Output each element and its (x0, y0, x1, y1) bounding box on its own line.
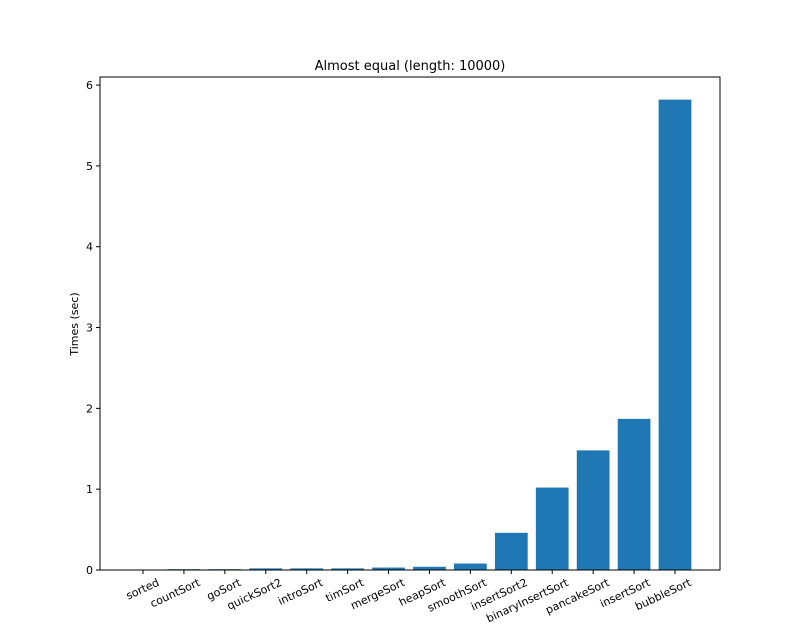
y-tick-label: 4 (86, 241, 93, 254)
bar-quickSort2 (249, 568, 283, 570)
y-tick-label: 1 (86, 483, 93, 496)
bar-introSort (290, 568, 324, 570)
bar-heapSort (413, 566, 446, 570)
bar-timSort (331, 568, 364, 570)
bar-bubbleSort (658, 99, 692, 570)
y-tick-label: 0 (86, 564, 93, 577)
bar-binaryInsertSort (535, 487, 569, 570)
y-tick-label: 3 (86, 322, 93, 335)
bar-insertSort (617, 418, 651, 570)
plot-frame (99, 76, 721, 571)
bar-insertSort2 (494, 532, 528, 570)
y-tick-label: 2 (86, 402, 93, 415)
bar-smoothSort (454, 563, 487, 570)
x-tick-label-introSort: introSort (276, 576, 326, 608)
bar-mergeSort (372, 567, 405, 570)
bar-pancakeSort (576, 450, 610, 570)
y-tick-label: 6 (86, 79, 93, 92)
bars-group (167, 99, 692, 570)
y-axis-label: Times (sec) (68, 292, 81, 356)
y-axis-ticks: 0 1 2 3 4 5 6 (86, 79, 100, 577)
chart-title: Almost equal (length: 10000) (315, 59, 506, 74)
y-tick-label: 5 (86, 160, 93, 173)
